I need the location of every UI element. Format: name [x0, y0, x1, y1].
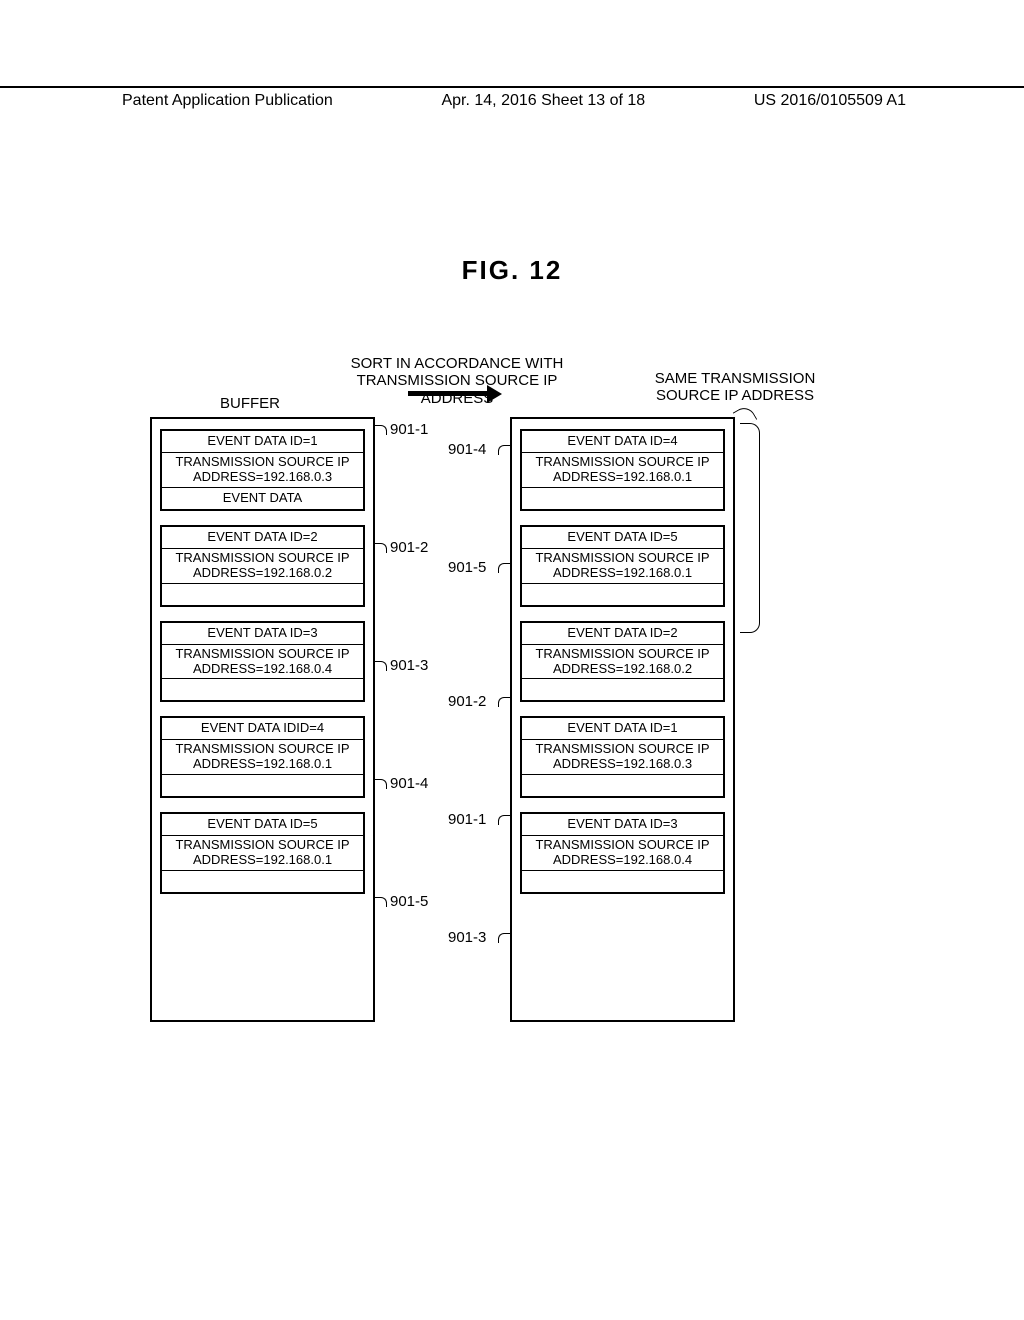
sorted-box-2-row-2 [522, 679, 723, 700]
buffer-box-1-row-2 [162, 584, 363, 605]
sorted-box-2-row-0: EVENT DATA ID=2 [522, 623, 723, 645]
left-ref-tick-3 [375, 779, 387, 789]
buffer-box-2-row-1: TRANSMISSION SOURCE IPADDRESS=192.168.0.… [162, 645, 363, 680]
sorted-box-0-row-0: EVENT DATA ID=4 [522, 431, 723, 453]
left-ref-label-1: 901-2 [390, 539, 428, 556]
sorted-container: EVENT DATA ID=4TRANSMISSION SOURCE IPADD… [510, 417, 735, 1022]
header-left: Patent Application Publication [122, 92, 333, 110]
right-ref-tick-0 [498, 445, 510, 455]
sorted-box-1-row-2 [522, 584, 723, 605]
buffer-box-0-row-0: EVENT DATA ID=1 [162, 431, 363, 453]
sorted-box-2: EVENT DATA ID=2TRANSMISSION SOURCE IPADD… [520, 621, 725, 703]
buffer-box-4-row-2 [162, 871, 363, 892]
right-ref-tick-4 [498, 933, 510, 943]
left-ref-label-4: 901-5 [390, 893, 428, 910]
buffer-box-1-row-0: EVENT DATA ID=2 [162, 527, 363, 549]
sort-label: SORT IN ACCORDANCE WITHTRANSMISSION SOUR… [322, 355, 592, 407]
right-ref-label-0: 901-4 [448, 441, 486, 458]
left-ref-tick-2 [375, 661, 387, 671]
header-right: US 2016/0105509 A1 [754, 92, 906, 110]
sorted-box-3-row-1: TRANSMISSION SOURCE IPADDRESS=192.168.0.… [522, 740, 723, 775]
buffer-box-3-row-2 [162, 775, 363, 796]
buffer-box-3-row-0: EVENT DATA IDID=4 [162, 718, 363, 740]
sorted-box-4: EVENT DATA ID=3TRANSMISSION SOURCE IPADD… [520, 812, 725, 894]
page-header: Patent Application Publication Apr. 14, … [0, 86, 1024, 110]
buffer-label: BUFFER [220, 395, 280, 412]
sorted-box-0-row-1: TRANSMISSION SOURCE IPADDRESS=192.168.0.… [522, 453, 723, 488]
left-ref-label-2: 901-3 [390, 657, 428, 674]
left-ref-label-0: 901-1 [390, 421, 428, 438]
sort-arrow [408, 391, 488, 396]
buffer-box-3: EVENT DATA IDID=4TRANSMISSION SOURCE IPA… [160, 716, 365, 798]
header-center: Apr. 14, 2016 Sheet 13 of 18 [441, 92, 645, 110]
buffer-box-4: EVENT DATA ID=5TRANSMISSION SOURCE IPADD… [160, 812, 365, 894]
header-row: Patent Application Publication Apr. 14, … [0, 92, 1024, 110]
sorted-box-3-row-0: EVENT DATA ID=1 [522, 718, 723, 740]
buffer-box-2-row-0: EVENT DATA ID=3 [162, 623, 363, 645]
right-ref-tick-2 [498, 697, 510, 707]
sorted-box-4-row-2 [522, 871, 723, 892]
arrow-head-icon [487, 385, 502, 403]
sorted-box-2-row-1: TRANSMISSION SOURCE IPADDRESS=192.168.0.… [522, 645, 723, 680]
sorted-box-4-row-0: EVENT DATA ID=3 [522, 814, 723, 836]
left-ref-tick-0 [375, 425, 387, 435]
sorted-box-1: EVENT DATA ID=5TRANSMISSION SOURCE IPADD… [520, 525, 725, 607]
buffer-box-0: EVENT DATA ID=1TRANSMISSION SOURCE IPADD… [160, 429, 365, 511]
sorted-box-1-row-0: EVENT DATA ID=5 [522, 527, 723, 549]
right-ref-tick-3 [498, 815, 510, 825]
right-ref-label-1: 901-5 [448, 559, 486, 576]
left-ref-tick-1 [375, 543, 387, 553]
same-address-label: SAME TRANSMISSIONSOURCE IP ADDRESS [650, 370, 820, 405]
buffer-box-2-row-2 [162, 679, 363, 700]
buffer-box-1: EVENT DATA ID=2TRANSMISSION SOURCE IPADD… [160, 525, 365, 607]
buffer-box-0-row-1: TRANSMISSION SOURCE IPADDRESS=192.168.0.… [162, 453, 363, 488]
buffer-box-0-row-2: EVENT DATA [162, 488, 363, 509]
buffer-box-2: EVENT DATA ID=3TRANSMISSION SOURCE IPADD… [160, 621, 365, 703]
arrow-shaft [408, 391, 488, 396]
sorted-box-3-row-2 [522, 775, 723, 796]
right-ref-tick-1 [498, 563, 510, 573]
same-ip-bracket [740, 423, 760, 633]
sorted-box-0-row-2 [522, 488, 723, 509]
sorted-box-4-row-1: TRANSMISSION SOURCE IPADDRESS=192.168.0.… [522, 836, 723, 871]
buffer-container: EVENT DATA ID=1TRANSMISSION SOURCE IPADD… [150, 417, 375, 1022]
right-ref-label-3: 901-1 [448, 811, 486, 828]
right-ref-label-2: 901-2 [448, 693, 486, 710]
sorted-box-1-row-1: TRANSMISSION SOURCE IPADDRESS=192.168.0.… [522, 549, 723, 584]
figure-title: FIG. 12 [0, 255, 1024, 286]
buffer-box-4-row-0: EVENT DATA ID=5 [162, 814, 363, 836]
right-ref-label-4: 901-3 [448, 929, 486, 946]
buffer-box-3-row-1: TRANSMISSION SOURCE IPADDRESS=192.168.0.… [162, 740, 363, 775]
buffer-box-1-row-1: TRANSMISSION SOURCE IPADDRESS=192.168.0.… [162, 549, 363, 584]
sorted-box-0: EVENT DATA ID=4TRANSMISSION SOURCE IPADD… [520, 429, 725, 511]
left-ref-tick-4 [375, 897, 387, 907]
buffer-box-4-row-1: TRANSMISSION SOURCE IPADDRESS=192.168.0.… [162, 836, 363, 871]
left-ref-label-3: 901-4 [390, 775, 428, 792]
sorted-box-3: EVENT DATA ID=1TRANSMISSION SOURCE IPADD… [520, 716, 725, 798]
